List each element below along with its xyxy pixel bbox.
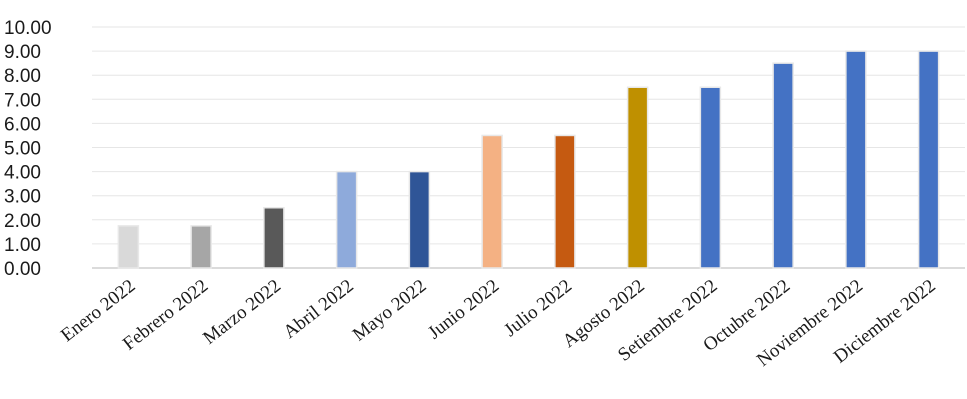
y-tick-label: 5.00	[4, 139, 41, 160]
y-tick-label: 3.00	[4, 187, 41, 208]
y-tick-label: 1.00	[4, 235, 41, 256]
x-tick-label: Abril 2022	[279, 275, 357, 343]
bar-agosto-2022	[626, 86, 649, 269]
bar-marzo-2022	[263, 207, 285, 269]
bar-julio-2022	[554, 134, 576, 269]
y-tick-label: 6.00	[4, 114, 41, 135]
y-tick-label: 4.00	[4, 163, 41, 184]
bar-noviembre-2022	[845, 50, 867, 269]
y-tick-label: 10.00	[4, 18, 52, 39]
x-tick-label: Junio 2022	[424, 275, 503, 343]
y-tick-label: 2.00	[4, 211, 41, 232]
grid-layer	[92, 26, 965, 269]
bar-setiembre-2022	[699, 86, 722, 269]
y-tick-label: 8.00	[4, 66, 41, 87]
x-tick-label: Mayo 2022	[349, 275, 431, 345]
bars-layer	[117, 50, 940, 269]
x-tick-label: Marzo 2022	[199, 275, 285, 348]
bar-abril-2022	[335, 170, 358, 269]
bar-junio-2022	[481, 134, 503, 269]
bar-diciembre-2022	[917, 50, 940, 269]
bar-mayo-2022	[408, 170, 431, 269]
y-tick-label: 7.00	[4, 90, 41, 111]
bar-febrero-2022	[190, 225, 212, 269]
y-axis: 0.00 1.00 2.00 3.00 4.00 5.00 6.00 7.00 8.00 9.00…	[4, 18, 52, 280]
y-tick-label: 0.00	[4, 259, 41, 280]
y-tick-label: 9.00	[4, 42, 41, 63]
bar-octubre-2022	[772, 62, 794, 269]
bar-enero-2022	[117, 225, 140, 269]
